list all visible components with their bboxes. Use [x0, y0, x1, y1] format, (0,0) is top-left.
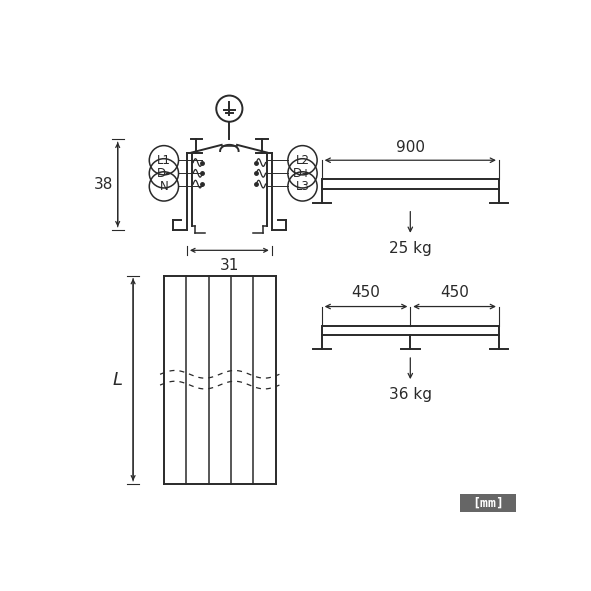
Bar — [322, 326, 499, 335]
Text: 25 kg: 25 kg — [389, 241, 431, 255]
Text: N: N — [160, 180, 168, 193]
Text: D-: D- — [157, 167, 171, 180]
Text: L2: L2 — [296, 154, 310, 167]
Text: 31: 31 — [220, 258, 239, 273]
Text: L1: L1 — [157, 154, 171, 167]
Text: 450: 450 — [440, 285, 469, 300]
Bar — [460, 493, 516, 512]
Text: 38: 38 — [94, 177, 113, 192]
Text: 900: 900 — [396, 141, 425, 155]
Text: L: L — [113, 371, 123, 389]
Text: 450: 450 — [352, 285, 381, 300]
Text: L3: L3 — [296, 180, 310, 193]
Text: [mm]: [mm] — [472, 496, 504, 509]
Text: 36 kg: 36 kg — [389, 387, 432, 402]
Bar — [322, 180, 499, 189]
Text: D+: D+ — [293, 167, 312, 180]
